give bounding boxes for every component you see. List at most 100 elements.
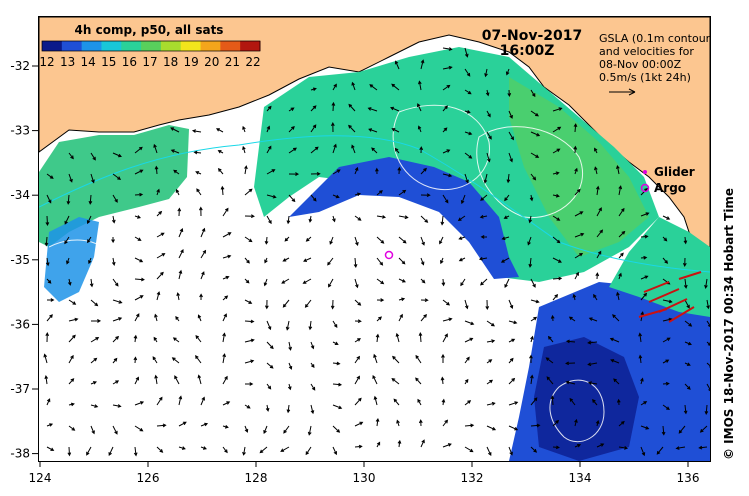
velocity-arrow: [68, 317, 79, 322]
velocity-arrow: [178, 395, 183, 406]
colorbar-swatch: [61, 41, 83, 51]
velocity-arrow: [530, 131, 541, 137]
velocity-arrow: [505, 68, 510, 76]
velocity-arrow: [706, 362, 710, 368]
velocity-arrow: [266, 320, 272, 331]
gsla-note-line4: 0.5m/s (1kt 24h): [599, 71, 691, 84]
velocity-arrow: [618, 252, 624, 259]
velocity-arrow: [266, 362, 274, 369]
velocity-arrow: [618, 185, 623, 196]
velocity-arrow: [528, 215, 532, 224]
velocity-arrow: [595, 272, 600, 280]
colorbar: 4h comp, p50, all sats 12 13 14 15 16 17 18 19 2…: [39, 23, 260, 69]
velocity-arrow: [354, 338, 361, 343]
velocity-arrow: [398, 236, 407, 244]
velocity-arrow: [310, 105, 317, 112]
velocity-arrow: [45, 332, 50, 343]
velocity-arrow: [351, 144, 356, 154]
velocity-arrow: [156, 210, 163, 217]
velocity-arrow: [222, 275, 230, 280]
velocity-arrow: [376, 190, 383, 196]
velocity-arrow: [508, 299, 514, 309]
velocity-arrow: [610, 359, 620, 364]
velocity-arrow: [417, 103, 422, 112]
velocity-arrow: [483, 173, 488, 184]
map-time: 16:00Z: [500, 43, 555, 59]
velocity-arrow: [587, 381, 598, 385]
velocity-arrow: [90, 404, 99, 408]
velocity-arrow: [133, 334, 138, 343]
velocity-arrow: [398, 257, 406, 265]
x-axis-tick-label: 128: [245, 471, 268, 485]
velocity-arrow: [441, 398, 446, 406]
y-axis-tick-label: -38: [10, 447, 30, 461]
velocity-arrow: [354, 299, 362, 306]
velocity-arrow: [574, 188, 581, 196]
velocity-arrow: [153, 336, 158, 343]
velocity-arrow: [330, 299, 335, 310]
velocity-arrow: [156, 446, 164, 453]
velocity-arrow: [662, 236, 668, 242]
velocity-arrow: [415, 377, 422, 385]
velocity-arrow: [398, 297, 406, 302]
velocity-arrow: [288, 172, 300, 176]
velocity-arrow: [197, 314, 202, 322]
velocity-arrow: [154, 313, 158, 322]
colorbar-tick-label: 18: [163, 55, 178, 69]
velocity-arrow: [420, 278, 426, 284]
velocity-arrow: [156, 253, 166, 259]
velocity-arrow: [552, 107, 563, 112]
velocity-arrow: [440, 257, 444, 265]
velocity-arrow: [550, 395, 555, 406]
velocity-arrow: [530, 89, 536, 98]
velocity-arrow: [529, 354, 533, 363]
velocity-arrow: [442, 443, 452, 448]
velocity-arrow: [464, 320, 475, 326]
velocity-arrow: [503, 215, 510, 219]
colorbar-tick-label: 20: [204, 55, 219, 69]
velocity-arrow: [698, 445, 708, 450]
velocity-arrow: [530, 335, 534, 343]
velocity-arrow: [112, 335, 120, 343]
velocity-arrow: [638, 354, 643, 364]
velocity-arrow: [375, 167, 379, 175]
velocity-arrow: [134, 215, 141, 219]
velocity-arrow: [376, 441, 381, 448]
velocity-arrow: [170, 127, 180, 133]
velocity-arrow: [640, 425, 650, 430]
velocity-arrow: [354, 166, 359, 175]
velocity-arrow: [134, 277, 145, 282]
velocity-arrow: [662, 381, 670, 386]
velocity-arrow: [656, 446, 664, 455]
velocity-arrow: [195, 334, 202, 343]
velocity-arrow: [568, 316, 576, 322]
velocity-arrow: [480, 235, 488, 239]
velocity-arrow: [332, 404, 343, 410]
velocity-arrow: [284, 236, 290, 242]
map-legend: Glider Argo: [640, 165, 695, 195]
velocity-arrow: [442, 299, 451, 306]
velocity-arrow: [596, 185, 600, 196]
velocity-arrow: [200, 446, 207, 450]
velocity-arrow: [504, 278, 510, 289]
argo-legend-icon: [640, 183, 650, 193]
velocity-arrow: [332, 320, 338, 329]
velocity-arrow: [458, 257, 466, 262]
velocity-arrow: [222, 332, 226, 343]
velocity-arrow: [305, 446, 312, 456]
velocity-arrow: [264, 257, 268, 264]
velocity-arrow: [264, 236, 269, 245]
velocity-arrow: [266, 194, 277, 199]
y-axis-tick-label: -37: [10, 382, 30, 396]
colorbar-swatch: [42, 41, 63, 51]
velocity-arrow: [282, 257, 290, 262]
velocity-arrow: [89, 278, 94, 288]
velocity-arrow: [662, 337, 671, 343]
velocity-arrow: [288, 194, 296, 203]
velocity-arrow: [242, 446, 246, 456]
velocity-arrow: [134, 169, 144, 175]
velocity-arrow: [486, 359, 493, 364]
velocity-arrow: [464, 47, 469, 58]
velocity-arrow: [46, 314, 53, 322]
velocity-arrow: [156, 188, 160, 196]
